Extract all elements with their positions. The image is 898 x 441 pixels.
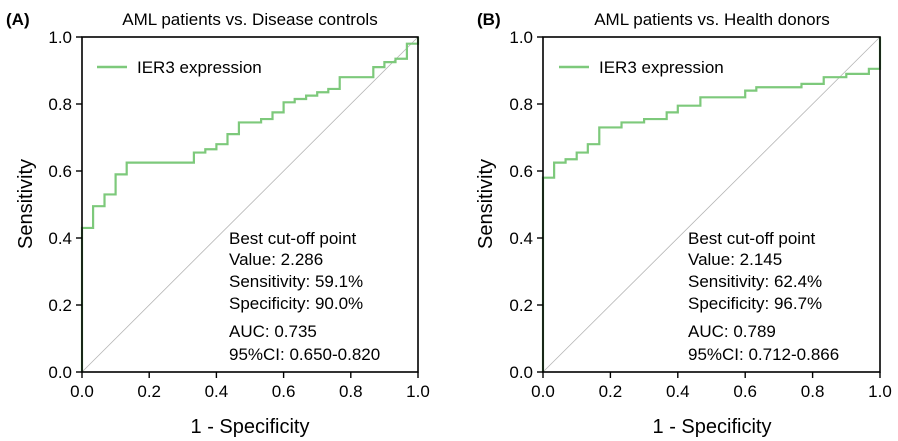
y-tick-label: 1.0 xyxy=(48,28,72,47)
x-tick-label: 0.0 xyxy=(531,382,555,401)
annotation-specificity: Specificity: 96.7% xyxy=(688,294,822,313)
annotation-heading: Best cut-off point xyxy=(229,229,357,248)
x-tick-label: 0.4 xyxy=(205,382,229,401)
y-tick-label: 0.8 xyxy=(509,95,533,114)
annotation-auc: AUC: 0.789 xyxy=(688,322,776,341)
y-tick-label: 0.2 xyxy=(48,296,72,315)
x-tick-label: 0.2 xyxy=(137,382,161,401)
stats-annotation: Best cut-off point Value: 2.286 Sensitiv… xyxy=(229,229,380,364)
y-axis-title: Sensitivity xyxy=(475,159,497,249)
panel-label: (A) xyxy=(6,10,30,29)
x-tick-label: 0.4 xyxy=(666,382,690,401)
y-axis-title: Sensitivity xyxy=(15,159,37,249)
panel-a: (A) AML patients vs. Disease controls 0.… xyxy=(6,10,430,438)
panel-label: (B) xyxy=(477,10,501,29)
plot-area: 0.0 0.2 0.4 0.6 0.8 1.0 0.0 0.2 0.4 0.6 0.8 1.0 xyxy=(48,28,429,401)
y-tick-label: 0.4 xyxy=(509,229,533,248)
x-tick-label: 0.8 xyxy=(801,382,825,401)
x-tick-label: 0.0 xyxy=(70,382,94,401)
x-axis-title: 1 - Specificity xyxy=(191,416,310,438)
y-tick-label: 1.0 xyxy=(509,28,533,47)
annotation-ci: 95%CI: 0.712-0.866 xyxy=(688,345,839,364)
x-axis-title: 1 - Specificity xyxy=(653,416,772,438)
annotation-ci: 95%CI: 0.650-0.820 xyxy=(229,345,380,364)
y-tick-label: 0.6 xyxy=(509,162,533,181)
x-tick-label: 0.8 xyxy=(339,382,363,401)
x-tick-label: 0.6 xyxy=(272,382,296,401)
legend-label: IER3 expression xyxy=(137,58,262,77)
y-tick-label: 0.6 xyxy=(48,162,72,181)
annotation-specificity: Specificity: 90.0% xyxy=(229,294,363,313)
annotation-sensitivity: Sensitivity: 62.4% xyxy=(688,272,822,291)
x-tick-label: 1.0 xyxy=(406,382,430,401)
roc-curve xyxy=(541,37,882,372)
reference-diagonal xyxy=(542,36,881,373)
plot-frame xyxy=(542,36,881,373)
chart-title: AML patients vs. Health donors xyxy=(594,10,830,29)
annotation-value: Value: 2.145 xyxy=(688,250,782,269)
plot-frame xyxy=(81,36,419,373)
x-tick-label: 0.2 xyxy=(599,382,623,401)
legend-label: IER3 expression xyxy=(599,58,724,77)
chart-title: AML patients vs. Disease controls xyxy=(122,10,377,29)
x-tick-label: 1.0 xyxy=(868,382,892,401)
reference-diagonal xyxy=(81,36,419,373)
annotation-sensitivity: Sensitivity: 59.1% xyxy=(229,272,363,291)
annotation-value: Value: 2.286 xyxy=(229,250,323,269)
y-tick-label: 0.0 xyxy=(509,363,533,382)
stats-annotation: Best cut-off point Value: 2.145 Sensitiv… xyxy=(688,229,839,364)
annotation-auc: AUC: 0.735 xyxy=(229,322,317,341)
y-tick-label: 0.0 xyxy=(48,363,72,382)
panel-b: (B) AML patients vs. Health donors 0.0 0.… xyxy=(475,10,892,438)
y-tick-label: 0.8 xyxy=(48,95,72,114)
y-tick-label: 0.2 xyxy=(509,296,533,315)
x-tick-label: 0.6 xyxy=(733,382,757,401)
y-tick-label: 0.4 xyxy=(48,229,72,248)
annotation-heading: Best cut-off point xyxy=(688,229,816,248)
plot-area: 0.0 0.2 0.4 0.6 0.8 1.0 0.0 0.2 0.4 0.6 0.8 1.0 xyxy=(509,28,891,401)
roc-curve xyxy=(80,37,420,372)
